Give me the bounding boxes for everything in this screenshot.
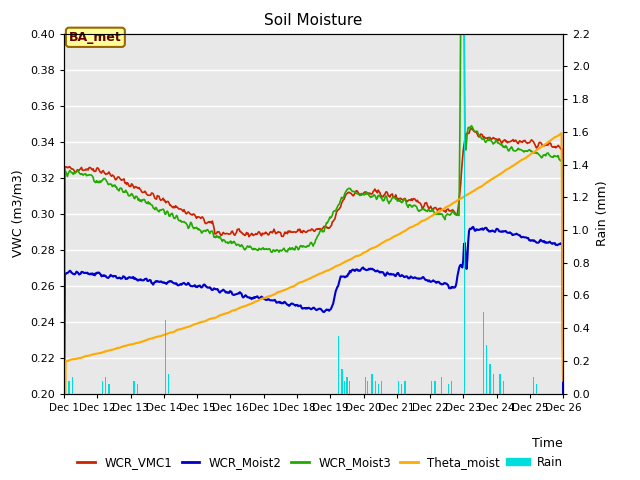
Bar [499, 374, 500, 394]
Bar [431, 381, 433, 394]
Bar [108, 384, 109, 394]
Bar [398, 381, 399, 394]
Bar [344, 381, 345, 394]
Title: Soil Moisture: Soil Moisture [264, 13, 363, 28]
Bar [68, 381, 70, 394]
Bar [349, 381, 350, 394]
Bar [448, 384, 449, 394]
Bar [490, 364, 491, 394]
Bar [102, 381, 103, 394]
Bar [136, 384, 138, 394]
Bar [404, 381, 406, 394]
Bar [105, 377, 106, 394]
Bar [451, 381, 452, 394]
Y-axis label: Rain (mm): Rain (mm) [596, 181, 609, 246]
Bar [133, 381, 134, 394]
Bar [341, 369, 342, 394]
Bar [502, 381, 504, 394]
Legend: WCR_VMC1, WCR_Moist2, WCR_Moist3, Theta_moist, Rain: WCR_VMC1, WCR_Moist2, WCR_Moist3, Theta_… [72, 452, 568, 474]
Text: Time: Time [532, 437, 563, 450]
Y-axis label: VWC (m3/m3): VWC (m3/m3) [12, 170, 24, 257]
Bar [346, 377, 348, 394]
Bar [483, 312, 484, 394]
Bar [367, 381, 368, 394]
Bar [338, 336, 339, 394]
Bar [401, 384, 403, 394]
Bar [168, 374, 170, 394]
Bar [365, 377, 366, 394]
Bar [493, 374, 494, 394]
Bar [435, 381, 436, 394]
Bar [165, 320, 166, 394]
Bar [532, 377, 534, 394]
Bar [378, 384, 379, 394]
Bar [72, 377, 73, 394]
Bar [381, 381, 383, 394]
Bar [374, 381, 376, 394]
Bar [486, 345, 487, 394]
Bar [536, 384, 537, 394]
Text: BA_met: BA_met [69, 31, 122, 44]
Bar [371, 374, 372, 394]
Bar [441, 377, 442, 394]
Bar [464, 34, 465, 394]
